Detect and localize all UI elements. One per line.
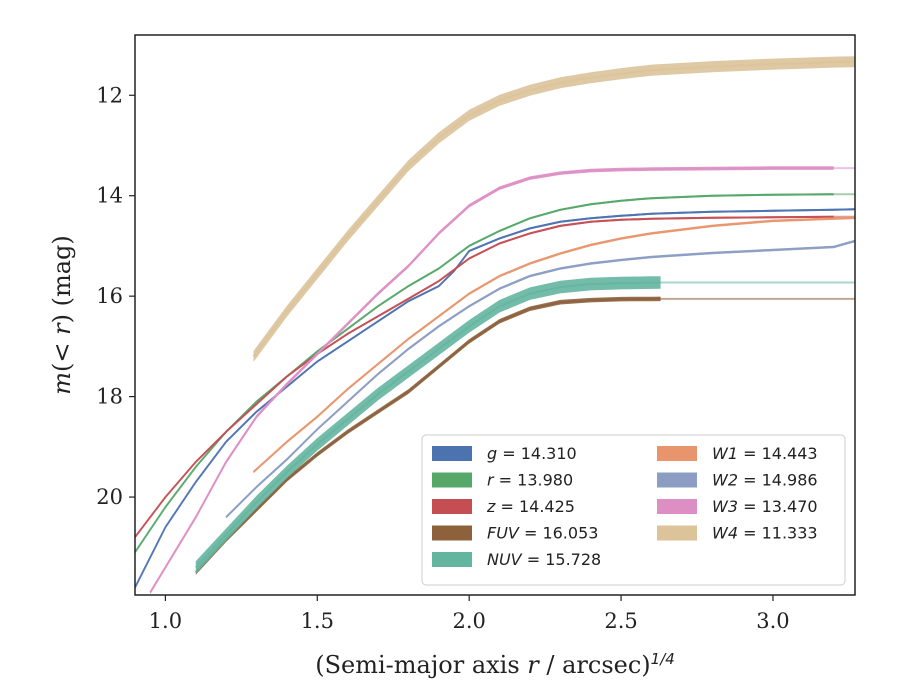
series-nuv-curve	[195, 276, 855, 574]
legend-swatch-w2	[657, 472, 697, 488]
y-axis-label: m(< r) (mag)	[48, 235, 76, 395]
y-tick-label: 12	[96, 83, 123, 107]
x-tick-label: 3.0	[756, 609, 789, 633]
y-tick-label: 14	[96, 184, 123, 208]
legend: g = 14.310 r = 13.980 z = 14.425 FUV = 16.0…	[421, 434, 846, 586]
series-w2-line	[225, 239, 855, 518]
x-tick-label: 2.0	[452, 609, 485, 633]
legend-label-r: r = 13.980	[487, 471, 573, 490]
series-w4-curve	[252, 56, 855, 362]
series-w4-band	[253, 56, 855, 362]
legend-swatch-w4	[657, 525, 697, 541]
x-tick-label: 2.5	[604, 609, 637, 633]
legend-swatch-fuv	[432, 525, 472, 541]
x-tick-label: 1.0	[149, 609, 182, 633]
legend-swatch-z	[432, 499, 472, 514]
series-g-curve	[135, 208, 855, 589]
series-layer	[135, 56, 855, 595]
series-z-line	[135, 215, 834, 538]
series-g-line	[135, 208, 855, 588]
series-w1-curve	[252, 216, 855, 474]
legend-label-g: g = 14.310	[487, 444, 577, 463]
legend-label-w2: W2 = 14.986	[712, 471, 818, 490]
legend-label-w4: W4 = 11.333	[712, 524, 818, 543]
legend-swatch-nuv	[432, 552, 472, 567]
legend-swatch-g	[432, 446, 472, 461]
legend-label-z: z = 14.425	[486, 497, 575, 516]
series-w4-line	[252, 60, 855, 357]
series-fuv-curve	[195, 296, 855, 575]
y-tick-label: 18	[96, 385, 123, 409]
legend-swatch-r	[432, 472, 472, 488]
x-tick-label: 1.5	[301, 609, 334, 633]
series-w3-line	[149, 167, 834, 594]
series-w1-line	[252, 216, 855, 473]
series-nuv-line	[195, 281, 661, 569]
legend-swatch-w1	[657, 446, 697, 461]
ticks-layer: 1.0 1.5 2.0 2.5 3.0 12 14 16 18 20	[96, 83, 789, 633]
x-axis-label: (Semi-major axis r / arcsec)1/4	[315, 650, 675, 679]
legend-label-w3: W3 = 13.470	[712, 497, 818, 516]
axes-frame	[134, 34, 856, 596]
y-tick-label: 20	[96, 485, 123, 509]
series-w3-curve	[149, 166, 855, 595]
legend-label-w1: W1 = 14.443	[712, 444, 818, 463]
legend-box	[421, 434, 846, 586]
series-w2-curve	[225, 239, 855, 519]
series-fuv-line	[195, 297, 661, 574]
y-tick-label: 16	[96, 284, 123, 308]
legend-label-nuv: NUV = 15.728	[487, 550, 601, 569]
legend-label-fuv: FUV = 16.053	[487, 524, 598, 543]
legend-swatch-w3	[657, 499, 697, 514]
